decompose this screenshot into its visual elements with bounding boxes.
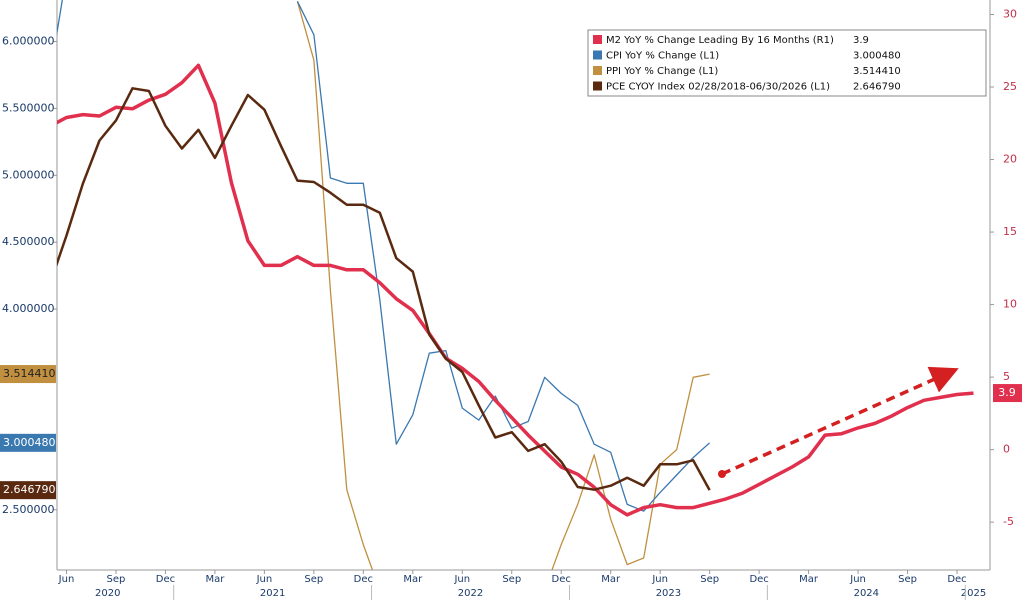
x-tick-label: Mar xyxy=(601,574,621,585)
legend-swatch xyxy=(593,35,602,44)
legend-box xyxy=(587,29,987,97)
x-tick-label: Dec xyxy=(749,574,768,585)
y-tick-label: 4.500000 xyxy=(2,235,55,248)
value-badge-label: 3.9 xyxy=(998,386,1016,399)
x-tick-label: Jun xyxy=(453,574,470,585)
x-tick-label: Jun xyxy=(256,574,273,585)
x-tick-label: Dec xyxy=(947,574,966,585)
y2-tick-label: 0 xyxy=(1003,443,1010,456)
plot-area xyxy=(57,0,974,570)
value-badge xyxy=(0,365,56,384)
legend-label: CPI YoY % Change (L1) xyxy=(606,51,719,62)
y2-tick-label: 15 xyxy=(1003,225,1017,238)
x-group-label: 2022 xyxy=(458,588,483,599)
x-tick-label: Jun xyxy=(849,574,866,585)
trend-arrow xyxy=(721,366,959,476)
legend-value: 3.514410 xyxy=(853,66,901,77)
legend-swatch xyxy=(593,66,602,75)
x-tick-label: Sep xyxy=(898,574,917,585)
x-group-label: 2020 xyxy=(95,588,120,599)
value-badge xyxy=(0,433,56,452)
y2-tick-label: 30 xyxy=(1003,8,1017,21)
y2-tick-label: 10 xyxy=(1003,298,1017,311)
legend-label: PCE CYOY Index 02/28/2018-06/30/2026 (L1… xyxy=(606,82,830,93)
legend-label: M2 YoY % Change Leading By 16 Months (R1… xyxy=(606,35,834,46)
trend-arrow-start xyxy=(718,470,726,478)
legend-value: 3.9 xyxy=(853,35,869,46)
value-badge-label: 3.514410 xyxy=(3,367,56,380)
y-tick-label: 2.500000 xyxy=(2,503,55,516)
series-line xyxy=(296,1,710,570)
y-tick-label: 4.000000 xyxy=(2,302,55,315)
value-badge xyxy=(993,384,1022,403)
x-tick-label: Mar xyxy=(403,574,423,585)
value-badge-label: 3.000480 xyxy=(3,436,56,449)
x-tick-label: Sep xyxy=(700,574,719,585)
value-badge xyxy=(0,481,56,500)
x-tick-label: Sep xyxy=(107,574,126,585)
series-line xyxy=(57,87,711,491)
legend: M2 YoY % Change Leading By 16 Months (R1… xyxy=(587,29,987,97)
y2-tick-label: -5 xyxy=(1003,515,1014,528)
x-tick-label: Dec xyxy=(552,574,571,585)
legend-swatch xyxy=(593,50,602,60)
legend-swatch xyxy=(593,81,602,91)
x-tick-label: Jun xyxy=(58,574,75,585)
y-tick-label: 6.000000 xyxy=(2,34,55,47)
value-badge-label: 2.646790 xyxy=(3,483,56,496)
x-tick-label: Jun xyxy=(651,574,668,585)
y2-tick-label: 20 xyxy=(1003,153,1017,166)
legend-value: 3.000480 xyxy=(853,51,901,62)
x-tick-label: Dec xyxy=(354,574,373,585)
x-group-label: 2024 xyxy=(854,588,879,599)
series-line xyxy=(57,63,974,517)
x-tick-label: Mar xyxy=(205,574,225,585)
x-tick-label: Dec xyxy=(156,574,175,585)
y-tick-label: 5.000000 xyxy=(2,168,55,181)
x-tick-label: Sep xyxy=(502,574,521,585)
x-tick-label: Sep xyxy=(304,574,323,585)
y-tick-label: 5.500000 xyxy=(2,101,55,114)
x-group-label: 2025 xyxy=(961,588,986,599)
x-group-label: 2023 xyxy=(656,588,681,599)
legend-label: PPI YoY % Change (L1) xyxy=(606,66,718,77)
x-group-label: 2021 xyxy=(260,588,285,599)
legend-value: 2.646790 xyxy=(853,82,901,93)
y2-tick-label: 25 xyxy=(1003,80,1017,93)
y2-tick-label: 5 xyxy=(1003,370,1010,383)
x-tick-label: Mar xyxy=(799,574,819,585)
